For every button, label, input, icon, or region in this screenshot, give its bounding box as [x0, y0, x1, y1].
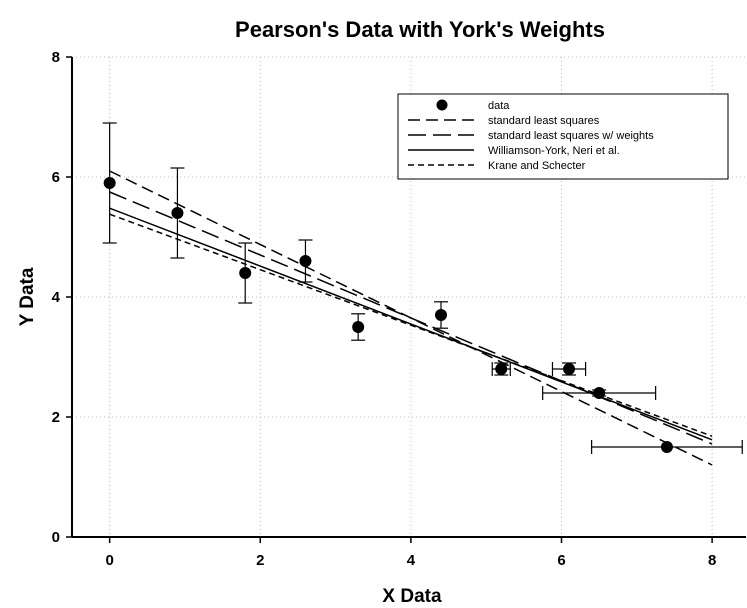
y-tick-label: 8 [52, 49, 60, 66]
x-tick-label: 6 [557, 552, 565, 569]
data-point [563, 363, 576, 375]
tick-labels: 0 2 4 6 8 0 2 4 6 8 [52, 49, 717, 569]
x-tick-label: 8 [708, 552, 716, 569]
axes [66, 56, 746, 543]
y-tick-label: 4 [52, 289, 61, 306]
fit-line-3 [109, 207, 713, 441]
fit-line-4 [109, 213, 713, 437]
data-point [593, 387, 606, 399]
y-axis-label: Y Data [17, 267, 38, 326]
x-tick-label: 2 [256, 552, 264, 569]
chart-title: Pearson's Data with York's Weights [235, 17, 605, 42]
legend-label: standard least squares [488, 115, 600, 127]
legend-label: Williamson-York, Neri et al. [488, 145, 620, 157]
y-tick-label: 6 [52, 169, 60, 186]
data-point [171, 207, 184, 219]
legend: data standard least squares standard least… [397, 93, 729, 180]
x-tick-label: 0 [105, 552, 113, 569]
data-point [495, 363, 508, 375]
data-points [103, 177, 673, 453]
fit-lines [109, 170, 713, 466]
data-point [239, 267, 252, 279]
data-point [660, 441, 673, 453]
x-axis-label: X Data [382, 586, 442, 607]
legend-label: data [488, 100, 510, 112]
legend-marker [436, 99, 448, 111]
data-point [299, 255, 312, 267]
legend-label: Krane and Schecter [488, 160, 586, 172]
x-tick-label: 4 [407, 552, 416, 569]
y-tick-label: 0 [52, 529, 60, 546]
data-point [352, 321, 365, 333]
legend-label: standard least squares w/ weights [488, 130, 654, 142]
y-tick-label: 2 [52, 409, 60, 426]
fit-line-2 [109, 191, 713, 445]
data-point [103, 177, 116, 189]
data-point [435, 309, 448, 321]
